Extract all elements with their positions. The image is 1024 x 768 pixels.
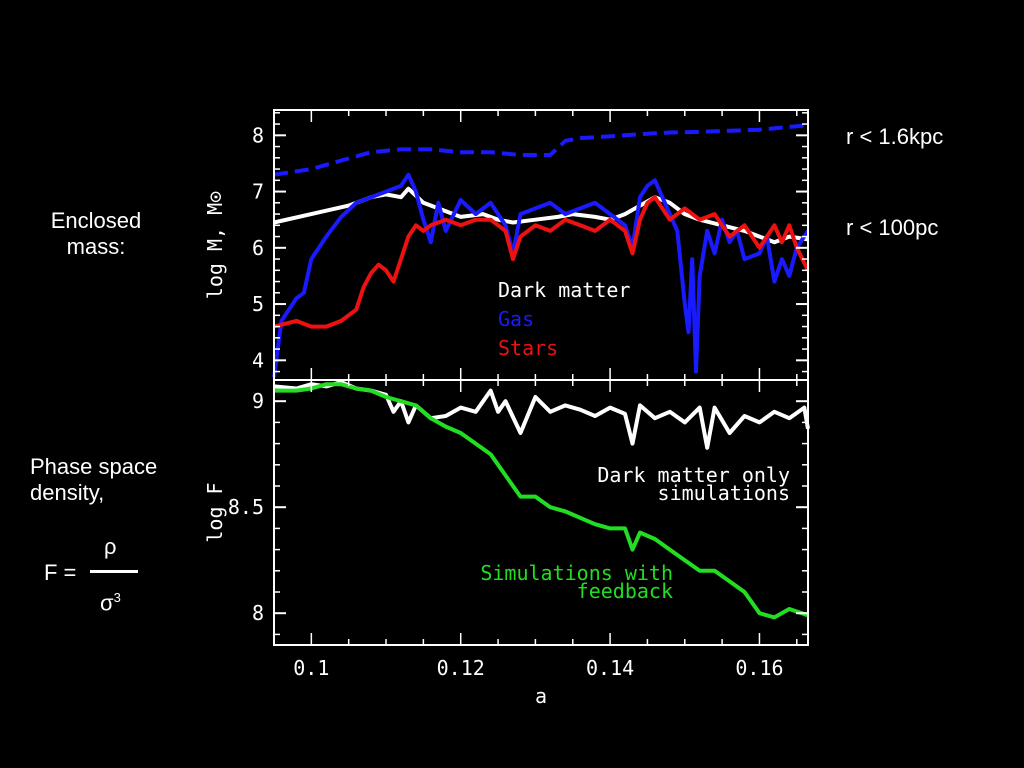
formula-fraction-bar bbox=[90, 570, 138, 573]
formula-denominator: σ3 bbox=[100, 590, 121, 616]
y-tick-label: 8.5 bbox=[228, 495, 264, 519]
legend-entry: Gas bbox=[498, 307, 534, 331]
y-tick-label: 8 bbox=[252, 123, 264, 147]
enclosed-mass-label: Enclosed mass: bbox=[36, 208, 156, 260]
panel-frame bbox=[273, 379, 809, 646]
series-line-stars bbox=[273, 195, 810, 329]
legend-entry: Stars bbox=[498, 336, 558, 360]
legend-entry: Dark matter bbox=[498, 278, 630, 302]
enclosed-mass-line-1: Enclosed bbox=[50, 208, 142, 233]
x-tick-label: 0.12 bbox=[437, 656, 485, 680]
phase-space-line-1: Phase space bbox=[30, 454, 158, 479]
annotation-label: feedback bbox=[577, 579, 673, 603]
series-line-gas bbox=[272, 172, 810, 378]
phase-space-line-2: density, bbox=[30, 480, 105, 505]
x-tick-label: 0.16 bbox=[735, 656, 783, 680]
series-line-simulations-with-feedback bbox=[274, 382, 809, 620]
formula-lhs: F = bbox=[44, 560, 77, 585]
x-tick-label: 0.14 bbox=[586, 656, 634, 680]
annotation-label: Simulations with bbox=[480, 561, 673, 585]
enclosed-mass-line-2: mass: bbox=[66, 234, 126, 259]
formula-denominator-symbol: σ bbox=[100, 590, 114, 616]
top-panel: 4 5 6 7 8 log M, M⊙ Dark matter Gas Stars bbox=[203, 109, 810, 381]
r-inner-label: r < 100pc bbox=[846, 215, 939, 240]
r-outer-label: r < 1.6kpc bbox=[846, 124, 944, 149]
annotation-label: Dark matter only bbox=[597, 463, 790, 487]
bottom-panel: 8 8.5 9 0.1 0.12 0.14 0.16 log F a Dark matter on… bbox=[203, 379, 810, 708]
x-axis-label: a bbox=[535, 684, 547, 708]
density-formula: F = ρ σ3 bbox=[44, 534, 154, 624]
series-line-gas-r-1-6kpc bbox=[273, 123, 809, 177]
y-tick-label: 6 bbox=[252, 236, 264, 260]
annotation-label: simulations bbox=[658, 481, 790, 505]
y-tick-label: 7 bbox=[252, 180, 264, 204]
y-tick-label: 9 bbox=[252, 389, 264, 413]
series-line-dark-matter-only-simulations bbox=[273, 380, 810, 450]
y-tick-label: 8 bbox=[252, 601, 264, 625]
phase-space-label: Phase space density, bbox=[30, 454, 190, 506]
y-axis-label: log F bbox=[203, 482, 227, 542]
y-tick-label: 4 bbox=[252, 348, 264, 372]
y-axis-label: log M, M⊙ bbox=[203, 191, 227, 299]
x-tick-label: 0.1 bbox=[293, 656, 329, 680]
y-tick-label: 5 bbox=[252, 292, 264, 316]
formula-exponent: 3 bbox=[113, 590, 121, 605]
formula-numerator: ρ bbox=[104, 534, 117, 559]
